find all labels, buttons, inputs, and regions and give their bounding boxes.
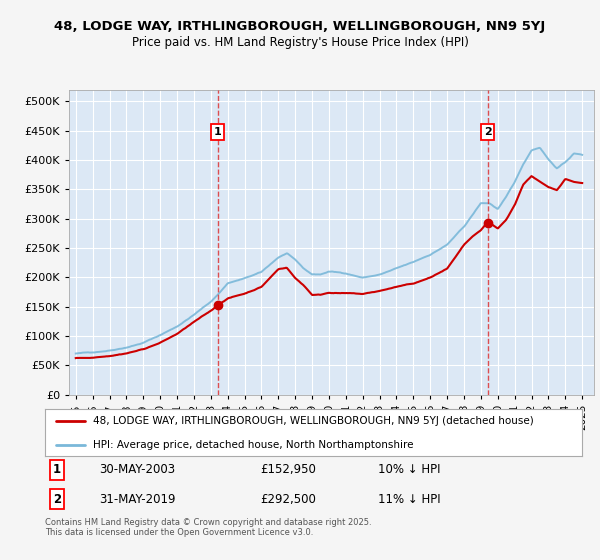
- Text: 48, LODGE WAY, IRTHLINGBOROUGH, WELLINGBOROUGH, NN9 5YJ (detached house): 48, LODGE WAY, IRTHLINGBOROUGH, WELLINGB…: [94, 416, 534, 426]
- Text: 31-MAY-2019: 31-MAY-2019: [98, 493, 175, 506]
- Text: 30-MAY-2003: 30-MAY-2003: [98, 463, 175, 477]
- Text: £292,500: £292,500: [260, 493, 316, 506]
- Text: 11% ↓ HPI: 11% ↓ HPI: [378, 493, 440, 506]
- Text: 2: 2: [484, 127, 491, 137]
- Text: 2: 2: [53, 493, 61, 506]
- Text: Contains HM Land Registry data © Crown copyright and database right 2025.
This d: Contains HM Land Registry data © Crown c…: [45, 518, 371, 538]
- Text: HPI: Average price, detached house, North Northamptonshire: HPI: Average price, detached house, Nort…: [94, 440, 414, 450]
- Text: 1: 1: [53, 463, 61, 477]
- Text: 48, LODGE WAY, IRTHLINGBOROUGH, WELLINGBOROUGH, NN9 5YJ: 48, LODGE WAY, IRTHLINGBOROUGH, WELLINGB…: [55, 20, 545, 32]
- Text: 10% ↓ HPI: 10% ↓ HPI: [378, 463, 440, 477]
- Text: 1: 1: [214, 127, 221, 137]
- Text: Price paid vs. HM Land Registry's House Price Index (HPI): Price paid vs. HM Land Registry's House …: [131, 36, 469, 49]
- Text: £152,950: £152,950: [260, 463, 316, 477]
